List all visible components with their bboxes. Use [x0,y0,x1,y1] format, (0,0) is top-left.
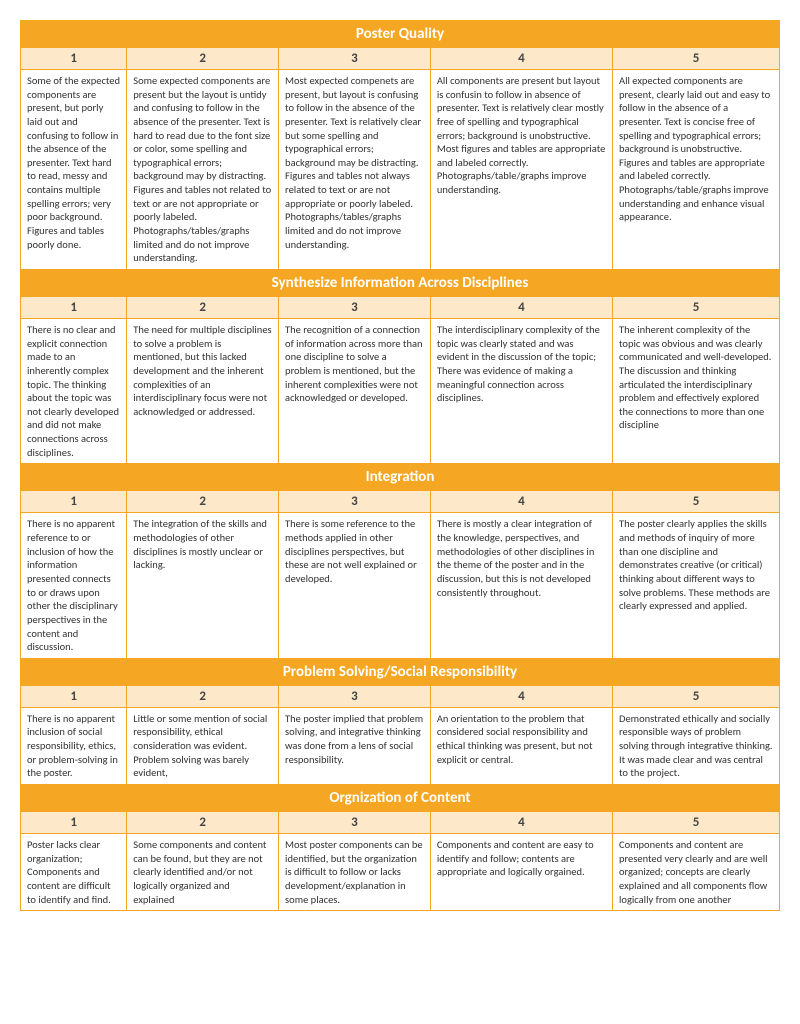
rubric-cell: There is no apparent inclusion of social… [21,707,127,784]
rubric-cell: Some expected components are present but… [127,70,279,270]
section-title: Problem Solving/Social Responsibility [21,658,780,685]
score-header: 3 [279,491,431,513]
rubric-cell: Most poster components can be identified… [279,833,431,910]
section-title: Poster Quality [21,21,780,48]
score-header: 4 [430,811,612,833]
score-header: 5 [613,811,780,833]
score-header: 1 [21,811,127,833]
score-header: 4 [430,48,612,70]
score-header: 2 [127,296,279,318]
score-header: 3 [279,48,431,70]
rubric-cell: All expected components are present, cle… [613,70,780,270]
rubric-cell: Little or some mention of social respons… [127,707,279,784]
score-header: 1 [21,48,127,70]
score-header: 5 [613,685,780,707]
score-header: 2 [127,811,279,833]
rubric-cell: The poster implied that problem solving,… [279,707,431,784]
rubric-cell: There is some reference to the methods a… [279,513,431,658]
score-header: 1 [21,491,127,513]
score-header: 1 [21,685,127,707]
score-header: 2 [127,685,279,707]
rubric-cell: Some components and content can be found… [127,833,279,910]
rubric-cell: There is no clear and explicit connectio… [21,318,127,463]
score-header: 3 [279,811,431,833]
rubric-cell: There is mostly a clear integration of t… [430,513,612,658]
rubric-cell: Most expected compenets are present, but… [279,70,431,270]
rubric-cell: The need for multiple disciplines to sol… [127,318,279,463]
score-header: 4 [430,491,612,513]
rubric-cell: Some of the expected components are pres… [21,70,127,270]
rubric-cell: The integration of the skills and method… [127,513,279,658]
rubric-cell: The poster clearly applies the skills an… [613,513,780,658]
score-header: 2 [127,491,279,513]
rubric-cell: The recognition of a connection of infor… [279,318,431,463]
rubric-cell: The inherent complexity of the topic was… [613,318,780,463]
rubric-table: Poster Quality12345Some of the expected … [20,20,780,911]
score-header: 3 [279,296,431,318]
rubric-cell: All components are present but layout is… [430,70,612,270]
section-title: Orgnization of Content [21,784,780,811]
score-header: 5 [613,48,780,70]
section-title: Synthesize Information Across Discipline… [21,269,780,296]
score-header: 4 [430,296,612,318]
rubric-cell: Components and content are easy to ident… [430,833,612,910]
rubric-cell: Poster lacks clear organization; Compone… [21,833,127,910]
rubric-cell: Demonstrated ethically and socially resp… [613,707,780,784]
score-header: 4 [430,685,612,707]
score-header: 5 [613,491,780,513]
score-header: 3 [279,685,431,707]
score-header: 1 [21,296,127,318]
rubric-cell: An orientation to the problem that consi… [430,707,612,784]
section-title: Integration [21,464,780,491]
rubric-cell: The interdisciplinary complexity of the … [430,318,612,463]
score-header: 2 [127,48,279,70]
rubric-cell: There is no apparent reference to or inc… [21,513,127,658]
rubric-cell: Components and content are presented ver… [613,833,780,910]
score-header: 5 [613,296,780,318]
